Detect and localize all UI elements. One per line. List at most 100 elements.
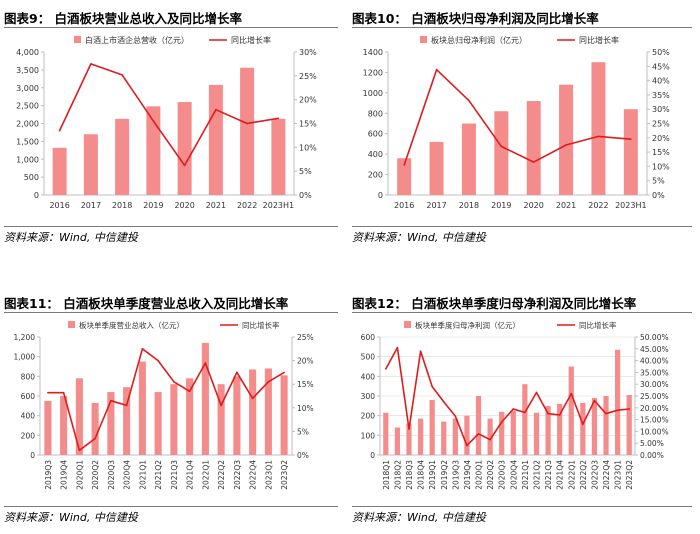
chart-title: 图表9： 白酒板块营业总收入及同比增长率	[4, 11, 243, 26]
bar	[83, 134, 98, 195]
legend-bar-swatch	[68, 321, 75, 328]
line-point	[535, 391, 538, 394]
line-point	[152, 120, 155, 122]
x-tick-label: 2019Q4	[463, 460, 472, 490]
bar	[240, 67, 255, 195]
y-tick-label-right: 20%	[299, 96, 317, 105]
line-point	[220, 404, 222, 407]
source-note: 资料来源：Wind, 中信建投	[4, 231, 138, 244]
bar	[406, 423, 412, 455]
y-tick-label-right: 40%	[652, 77, 670, 86]
x-tick-label: 2021	[206, 201, 226, 210]
x-tick-label: 2018Q3	[405, 460, 414, 490]
bar	[397, 158, 412, 195]
x-tick-label: 2023Q1	[264, 460, 273, 490]
line-point	[500, 421, 503, 423]
bar	[557, 403, 563, 455]
title-divider	[4, 312, 338, 313]
line-point	[597, 135, 600, 138]
line-point	[532, 161, 535, 163]
line-point	[454, 415, 457, 417]
line-point	[90, 63, 92, 65]
legend-line-label: 同比增长率	[579, 35, 619, 45]
x-tick-label: 2019Q3	[44, 460, 53, 490]
line-point	[570, 392, 573, 395]
x-tick-label: 2021Q2	[154, 460, 163, 490]
y-tick-label-left: 100	[361, 431, 376, 440]
line-point	[547, 412, 549, 415]
legend-bar-swatch	[404, 321, 411, 328]
y-tick-label-right: 15%	[299, 120, 317, 129]
line-point	[419, 350, 422, 352]
bar	[615, 349, 621, 455]
legend-bar-label: 板块总归母净利润（亿元）	[431, 35, 527, 45]
y-tick-label-right: 40.00%	[640, 357, 669, 366]
x-tick-label: 2018Q1	[382, 460, 391, 490]
legend-line-label: 同比增长率	[242, 320, 280, 330]
source-divider	[352, 506, 692, 507]
y-tick-label-left: 500	[361, 353, 376, 362]
y-tick-label-right: 45%	[652, 62, 670, 71]
y-tick-label-left: 0	[30, 451, 35, 460]
x-tick-label: 2021Q2	[532, 460, 541, 490]
bar	[441, 421, 447, 455]
line-point	[236, 371, 238, 374]
chart-title: 图表12： 白酒板块单季度归母净利润及同比增长率	[352, 296, 637, 311]
line-point	[403, 164, 405, 166]
bar	[580, 402, 586, 455]
y-tick-label-right: 35%	[652, 91, 670, 100]
x-tick-label: 2023Q1	[614, 460, 623, 490]
source-divider	[352, 226, 692, 227]
bar	[533, 412, 540, 455]
chart-canvas: 板块单季度归母净利润（亿元） 同比增长率 0 100 200 300 400 500 600 0.…	[361, 320, 669, 490]
bar	[461, 123, 476, 195]
x-tick-label: 2020Q3	[498, 460, 507, 490]
line-point	[94, 437, 96, 440]
line-point	[58, 129, 61, 132]
growth-line	[385, 346, 630, 447]
line-point	[125, 404, 128, 407]
y-tick-label-right: 30%	[299, 48, 317, 57]
line-point	[477, 432, 480, 435]
y-tick-label-left: 4,000	[16, 48, 39, 57]
bar	[177, 102, 192, 195]
x-tick-label: 2020Q4	[123, 460, 132, 490]
x-tick-label: 2018Q4	[417, 460, 426, 490]
x-tick-label: 2022Q4	[602, 460, 611, 490]
y-tick-label-right: 0%	[297, 451, 309, 460]
y-tick-label-right: 45.00%	[640, 345, 669, 354]
y-tick-label-left: 800	[21, 372, 36, 381]
source-note: 资料来源：Wind, 中信建投	[4, 511, 138, 524]
line-point	[283, 371, 285, 374]
y-tick-label-left: 200	[361, 412, 376, 421]
line-point	[173, 381, 175, 383]
panel-revenue: 图表9： 白酒板块营业总收入及同比增长率 白酒上市酒企总营收（亿元） 同比增长率 0…	[4, 8, 338, 248]
line-point	[110, 399, 112, 402]
bar	[75, 378, 83, 455]
line-point	[78, 449, 81, 452]
x-tick-label: 2021	[556, 201, 576, 210]
y-tick-label-left: 2,000	[16, 120, 39, 129]
bar	[499, 411, 505, 455]
line-point	[121, 74, 123, 76]
panel-quarterly-net-profit: 图表12： 白酒板块单季度归母净利润及同比增长率 板块单季度归母净利润（亿元） 同…	[352, 293, 692, 528]
x-tick-label: 2022Q1	[201, 460, 210, 490]
x-tick-label: 2020Q2	[486, 460, 495, 490]
x-tick-label: 2018	[459, 201, 479, 210]
x-tick-label: 2021Q4	[186, 460, 195, 490]
y-tick-label-left: 200	[21, 431, 36, 440]
growth-line	[47, 347, 285, 452]
line-point	[500, 145, 503, 148]
line-point	[183, 164, 186, 167]
x-tick-label: 2018Q2	[393, 460, 402, 490]
line-point	[246, 122, 248, 125]
x-tick-label: 2017	[426, 201, 446, 210]
bar	[280, 375, 288, 455]
line-point	[630, 138, 632, 141]
x-tick-label: 2019	[491, 201, 511, 210]
x-tick-label: 2018	[112, 201, 132, 210]
x-tick-label: 2022Q1	[567, 460, 576, 490]
x-tick-label: 2022Q3	[233, 460, 242, 490]
x-tick-label: 2021Q3	[170, 460, 179, 490]
y-tick-label-left: 800	[368, 109, 383, 118]
